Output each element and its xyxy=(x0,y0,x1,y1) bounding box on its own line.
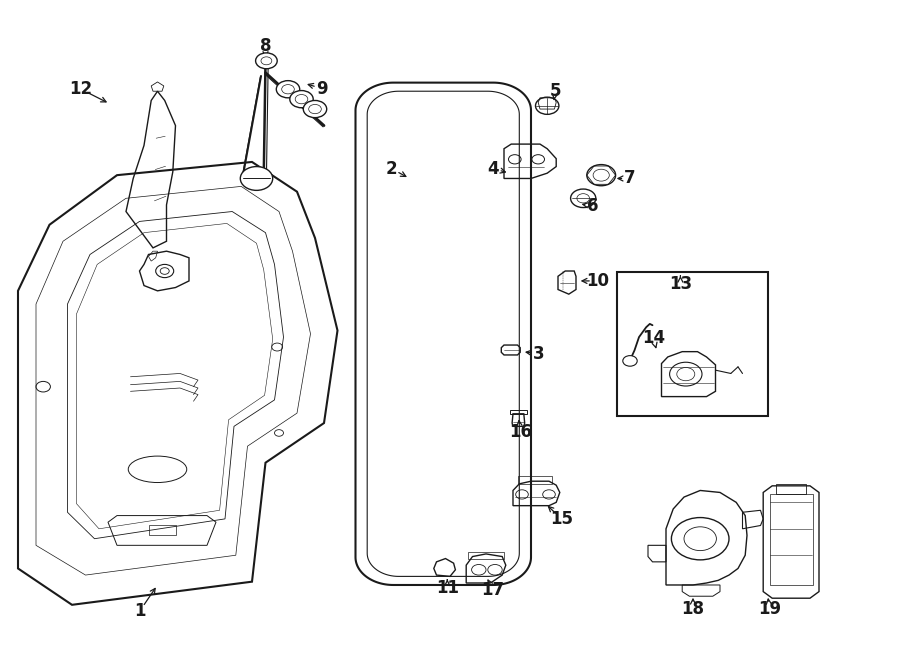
Text: 13: 13 xyxy=(669,275,692,293)
Text: 1: 1 xyxy=(134,602,145,621)
Circle shape xyxy=(256,53,277,69)
Text: 4: 4 xyxy=(488,159,499,178)
Text: 6: 6 xyxy=(588,197,598,215)
Text: 5: 5 xyxy=(550,82,561,100)
Text: 16: 16 xyxy=(508,422,532,441)
Text: 7: 7 xyxy=(625,169,635,188)
Circle shape xyxy=(303,100,327,118)
Text: 10: 10 xyxy=(586,272,609,290)
Circle shape xyxy=(290,91,313,108)
Text: 14: 14 xyxy=(642,329,665,348)
Text: 17: 17 xyxy=(482,580,505,599)
Circle shape xyxy=(623,356,637,366)
Circle shape xyxy=(240,167,273,190)
Bar xyxy=(616,272,768,416)
Bar xyxy=(518,476,552,484)
Text: 11: 11 xyxy=(436,579,459,598)
Text: 3: 3 xyxy=(533,344,544,363)
Text: 8: 8 xyxy=(260,37,271,56)
Text: 18: 18 xyxy=(681,600,705,619)
Text: 12: 12 xyxy=(69,80,93,98)
Bar xyxy=(468,552,504,559)
Bar xyxy=(770,494,813,585)
Text: 15: 15 xyxy=(550,510,573,528)
Circle shape xyxy=(276,81,300,98)
Bar xyxy=(510,410,526,414)
Text: 19: 19 xyxy=(758,600,781,619)
Text: 9: 9 xyxy=(317,79,328,98)
Text: 2: 2 xyxy=(386,159,397,178)
